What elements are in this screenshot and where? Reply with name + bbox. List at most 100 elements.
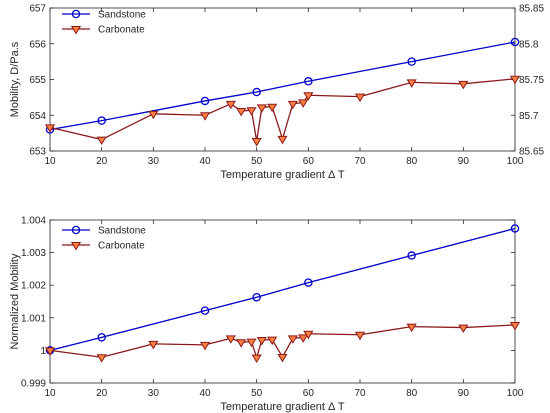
data-point xyxy=(225,100,236,110)
legend-marker xyxy=(70,242,82,251)
data-point xyxy=(458,80,469,90)
data-point xyxy=(509,321,521,331)
data-point xyxy=(458,324,469,334)
x-tick-label: 10 xyxy=(44,156,56,167)
data-point xyxy=(96,136,107,146)
x-tick-label: 50 xyxy=(251,388,263,399)
data-point xyxy=(406,79,417,88)
data-point xyxy=(298,99,309,108)
data-point xyxy=(251,138,262,147)
data-point xyxy=(225,335,236,344)
data-point xyxy=(199,341,211,351)
x-tick-label: 20 xyxy=(96,388,108,399)
data-point xyxy=(148,340,159,350)
y-tick-label: 656 xyxy=(29,39,46,50)
data-point xyxy=(407,251,416,260)
x-tick-label: 80 xyxy=(406,156,418,167)
y-tick-label: 1.002 xyxy=(21,281,46,292)
data-point xyxy=(256,336,267,346)
y-tick-label: 0.999 xyxy=(21,379,46,390)
x-tick-label: 70 xyxy=(354,388,366,399)
series-line xyxy=(49,78,516,142)
data-point xyxy=(287,100,298,110)
y-tick-label: 653 xyxy=(29,147,46,158)
series-sandstone xyxy=(45,224,520,355)
x-tick-label: 90 xyxy=(458,156,470,167)
legend-marker xyxy=(71,225,81,235)
x-tick-label: 50 xyxy=(251,156,263,167)
y2-tick-label: 85.85 xyxy=(519,4,544,15)
data-point xyxy=(304,77,313,86)
data-point xyxy=(97,116,106,125)
x-tick-label: 40 xyxy=(199,156,211,167)
y-tick-label: 1 xyxy=(40,346,46,357)
x-tick-label: 40 xyxy=(199,388,211,399)
y-tick-label: 655 xyxy=(29,75,46,86)
top-chart: 10 20 30 40 50 60 70 80 90 100 653 654 655 656 657 85.6… xyxy=(9,4,544,182)
y-tick-label: 657 xyxy=(29,4,46,15)
series-carbonate xyxy=(44,321,521,364)
data-point xyxy=(236,339,247,348)
data-point xyxy=(406,323,417,333)
data-point xyxy=(96,354,107,363)
data-point xyxy=(44,347,56,356)
data-point xyxy=(407,57,416,66)
legend-marker xyxy=(70,26,82,35)
series-line xyxy=(49,324,516,360)
y-tick-label: 1.004 xyxy=(21,216,46,227)
data-point xyxy=(354,331,366,341)
y-tick-label: 1.001 xyxy=(21,313,46,324)
data-point xyxy=(354,93,366,103)
legend: Sandstone Carbonate xyxy=(62,226,146,252)
data-point xyxy=(246,338,257,348)
data-point xyxy=(236,107,247,117)
x-tick-label: 90 xyxy=(458,388,470,399)
series-line xyxy=(49,227,516,352)
x-tick-label: 60 xyxy=(303,156,315,167)
legend-label: Sandstone xyxy=(98,10,146,21)
legend: Sandstone Carbonate xyxy=(62,10,146,36)
data-point xyxy=(252,87,261,97)
data-point xyxy=(251,354,262,364)
data-point xyxy=(303,330,314,340)
data-point xyxy=(304,278,313,287)
data-point xyxy=(303,92,314,101)
data-point xyxy=(267,336,278,346)
y2-tick-label: 85.75 xyxy=(519,75,544,86)
x-tick-label: 80 xyxy=(406,388,418,399)
y2-tick-label: 85.65 xyxy=(519,147,544,158)
series-sandstone xyxy=(45,37,520,134)
x-tick-label: 30 xyxy=(148,388,160,399)
data-point xyxy=(200,96,210,106)
bottom-chart: 10 20 30 40 50 60 70 80 90 100 0.999 1 1.001 1.002 1.0… xyxy=(9,216,524,413)
data-point xyxy=(287,335,298,344)
y2-tick-label: 85.8 xyxy=(519,39,539,50)
data-point xyxy=(510,37,520,47)
x-tick-label: 30 xyxy=(148,156,160,167)
y-axis-label: Normalized Mobility xyxy=(9,253,21,349)
data-point xyxy=(252,293,261,302)
data-point xyxy=(298,334,309,343)
data-point xyxy=(277,353,288,363)
data-point xyxy=(277,135,288,145)
y2-tick-label: 85.7 xyxy=(519,111,539,122)
data-point xyxy=(44,124,56,133)
x-tick-label: 100 xyxy=(507,156,524,167)
data-point xyxy=(509,75,521,85)
data-point xyxy=(148,110,159,120)
x-tick-label: 60 xyxy=(303,388,315,399)
data-point xyxy=(256,104,267,113)
legend-label: Carbonate xyxy=(98,241,145,252)
y-axis-label: Mobility, D/Pa.s xyxy=(9,41,21,117)
x-tick-label: 20 xyxy=(96,156,108,167)
data-point xyxy=(510,224,520,233)
x-tick-label: 70 xyxy=(354,156,366,167)
series-line xyxy=(49,41,516,131)
data-point xyxy=(246,107,257,116)
x-tick-label: 10 xyxy=(44,388,56,399)
legend-label: Carbonate xyxy=(98,25,145,36)
data-point xyxy=(267,103,278,113)
x-axis-label: Temperature gradient Δ T xyxy=(220,401,344,413)
legend-marker xyxy=(71,9,81,19)
